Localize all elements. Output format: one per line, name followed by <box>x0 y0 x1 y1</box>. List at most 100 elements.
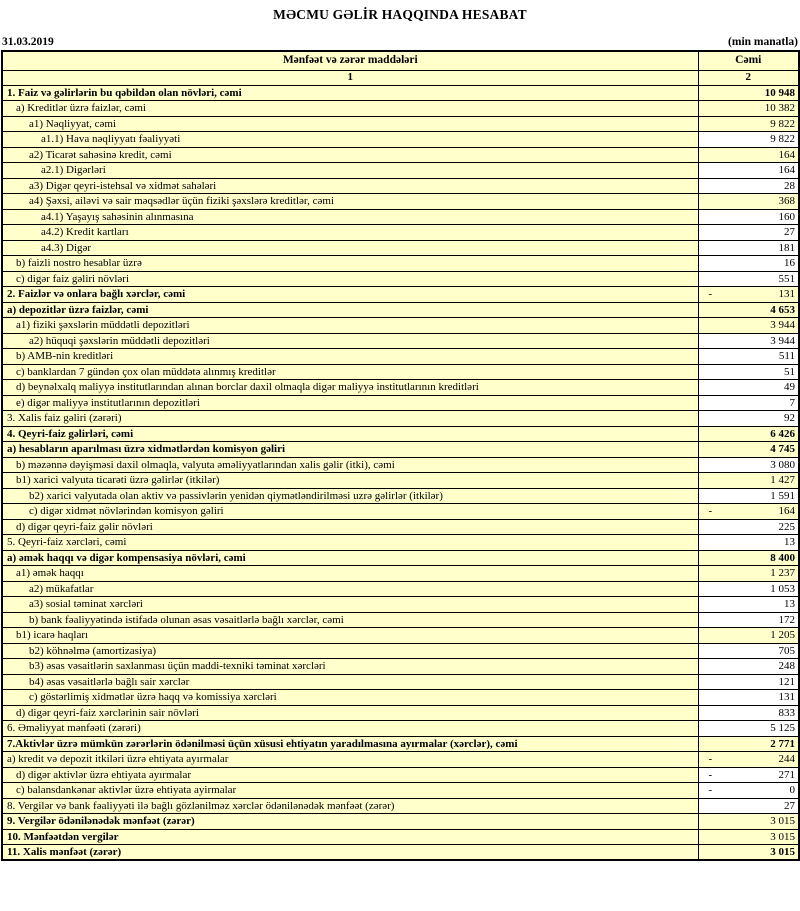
column-number-2: 2 <box>697 69 800 86</box>
table-header: Mənfəət və zərər maddələri Cəmi 1 2 <box>1 50 800 86</box>
row-value-number: 1 427 <box>770 474 795 487</box>
row-label: 5. Qeyri-faiz xərcləri, cəmi <box>1 534 699 551</box>
row-label: c) digər xidmət növlərindən komisyon gəl… <box>1 503 699 520</box>
row-value: 13 <box>697 596 800 613</box>
row-value-number: 9 822 <box>770 117 795 130</box>
row-label: a1) Nəqliyyat, cəmi <box>1 115 699 132</box>
report-meta: 31.03.2019 (min manatla) <box>0 36 800 48</box>
row-label: 2. Faizlər və onlara bağlı xərclər, cəmi <box>1 286 699 303</box>
row-value: -0 <box>697 782 800 799</box>
negative-dash: - <box>708 505 713 518</box>
row-value-number: 10 948 <box>764 86 795 99</box>
row-label: 7.Aktivlər üzrə mümkün zərərlərin ödənil… <box>1 735 699 752</box>
row-value-number: 3 080 <box>770 458 795 471</box>
table-row: 3. Xalis faiz gəliri (zərəri) 92 <box>1 410 800 427</box>
row-value-number: 3 015 <box>770 830 795 843</box>
row-value-number: 3 015 <box>770 845 795 858</box>
row-label: b) faizli nostro hesablar üzrə <box>1 255 699 272</box>
table-row: 2. Faizlər və onlara bağlı xərclər, cəmi… <box>1 286 800 303</box>
row-label: a3) sosial təminat xərcləri <box>1 596 699 613</box>
row-value: 49 <box>697 379 800 396</box>
row-value-number: 172 <box>778 613 796 626</box>
row-value: 27 <box>697 224 800 241</box>
row-label: a2) Ticarət sahəsinə kredit, cəmi <box>1 146 699 163</box>
row-value-number: 0 <box>789 784 796 797</box>
row-label: a) kredit və depozit itkiləri üzrə ehtiy… <box>1 751 699 768</box>
row-value: 172 <box>697 611 800 628</box>
table-row: b) AMB-nin kreditləri 511 <box>1 348 800 365</box>
row-value-number: 9 822 <box>770 133 795 146</box>
table-row: 8. Vergilər və bank fəaliyyəti ilə bağlı… <box>1 797 800 814</box>
row-label: a2) hüquqi şəxslərin müddətli depozitlər… <box>1 332 699 349</box>
row-value: 1 591 <box>697 487 800 504</box>
row-value: 3 944 <box>697 332 800 349</box>
row-label: b2) xarici valyutada olan aktiv və passi… <box>1 487 699 504</box>
table-row: 11. Xalis mənfəət (zərər) 3 015 <box>1 844 800 861</box>
table-row: b2) köhnəlmə (amortizasiya) 705 <box>1 642 800 659</box>
row-label: 11. Xalis mənfəət (zərər) <box>1 844 699 861</box>
table-row: c) göstərlimiş xidmətlər üzrə haqq və ko… <box>1 689 800 706</box>
row-label: d) digər qeyri-faiz gəlir növləri <box>1 518 699 535</box>
row-label: d) digər aktivlər üzrə ehtiyata ayırmala… <box>1 766 699 783</box>
row-value: 4 653 <box>697 301 800 318</box>
row-value: 160 <box>697 208 800 225</box>
row-value: 2 771 <box>697 735 800 752</box>
row-value: 511 <box>697 348 800 365</box>
row-label: 3. Xalis faiz gəliri (zərəri) <box>1 410 699 427</box>
row-value: 7 <box>697 394 800 411</box>
row-value-number: 705 <box>778 644 796 657</box>
row-value-number: 164 <box>778 505 796 518</box>
row-value: - 131 <box>697 286 800 303</box>
row-value-number: 27 <box>784 799 795 812</box>
row-value: 3 015 <box>697 844 800 861</box>
row-value-number: 1 053 <box>770 582 795 595</box>
table-row: c) digər faiz gəliri növləri 551 <box>1 270 800 287</box>
row-label: c) balansdankənar aktivlər üzrə ehtiyata… <box>1 782 699 799</box>
row-value-number: 244 <box>778 753 796 766</box>
table-row: a) hesabların aparılması üzrə xidmətlərd… <box>1 441 800 458</box>
row-value-number: 51 <box>784 365 795 378</box>
row-label: e) digər maliyyə institutlarının depozit… <box>1 394 699 411</box>
table-row: c) digər xidmət növlərindən komisyon gəl… <box>1 503 800 520</box>
row-label: b) AMB-nin kreditləri <box>1 348 699 365</box>
row-value-number: 6 426 <box>770 427 795 440</box>
row-value-number: 511 <box>778 350 795 363</box>
table-row: b3) əsas vəsaitlərin saxlanması üçün mad… <box>1 658 800 675</box>
row-value: 1 205 <box>697 627 800 644</box>
row-value-number: 3 944 <box>770 319 795 332</box>
row-value: 1 427 <box>697 472 800 489</box>
row-value-number: 28 <box>784 179 795 192</box>
table-row: a) Kreditlər üzrə faizlər, cəmi 10 382 <box>1 100 800 117</box>
row-label: b) məzənnə dəyişməsi daxil olmaqla, valy… <box>1 456 699 473</box>
row-value: 92 <box>697 410 800 427</box>
row-value-number: 121 <box>778 675 796 688</box>
row-value: 181 <box>697 239 800 256</box>
row-value: 121 <box>697 673 800 690</box>
table-row: d) digər aktivlər üzrə ehtiyata ayırmala… <box>1 766 800 783</box>
row-value: 164 <box>697 162 800 179</box>
table-row: a3) Digər qeyri-istehsal və xidmət sahəl… <box>1 177 800 194</box>
table-row: a) depozitlər üzrə faizlər, cəmi 4 653 <box>1 301 800 318</box>
row-label: a4) Şəxsi, ailəvi və sair məqsədlər üçün… <box>1 193 699 210</box>
row-value: 833 <box>697 704 800 721</box>
table-row: e) digər maliyyə institutlarının depozit… <box>1 394 800 411</box>
row-label: a4.3) Digər <box>1 239 699 256</box>
row-value: 131 <box>697 689 800 706</box>
row-value: 1 053 <box>697 580 800 597</box>
row-value: 3 080 <box>697 456 800 473</box>
row-value-number: 271 <box>778 768 796 781</box>
row-label: 6. Əməliyyat mənfəəti (zərəri) <box>1 720 699 737</box>
table-row: a) kredit və depozit itkiləri üzrə ehtiy… <box>1 751 800 768</box>
row-value: - 164 <box>697 503 800 520</box>
row-label: 9. Vergilər ödənilənədək mənfəət (zərər) <box>1 813 699 830</box>
row-label: 4. Qeyri-faiz gəlirləri, cəmi <box>1 425 699 442</box>
row-label: 1. Faiz və gəlirlərin bu qəbildən olan n… <box>1 84 699 101</box>
row-value-number: 3 944 <box>770 334 795 347</box>
row-value: 27 <box>697 797 800 814</box>
row-value-number: 49 <box>784 381 795 394</box>
column-header-items: Mənfəət və zərər maddələri <box>1 50 699 71</box>
row-value: 248 <box>697 658 800 675</box>
table-row: a2) hüquqi şəxslərin müddətli depozitlər… <box>1 332 800 349</box>
table-row: b) faizli nostro hesablar üzrə 16 <box>1 255 800 272</box>
table-row: a2.1) Digərləri 164 <box>1 162 800 179</box>
